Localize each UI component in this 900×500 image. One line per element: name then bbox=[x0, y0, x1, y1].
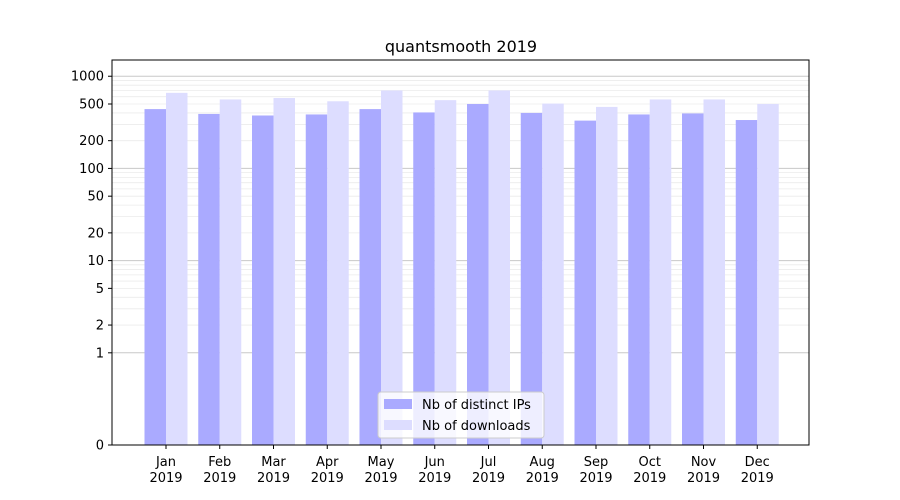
x-tick-label: Jul 2019 bbox=[472, 455, 505, 486]
bar-distinct-ips-nov bbox=[682, 113, 704, 445]
y-tick-label: 1 bbox=[96, 346, 104, 361]
legend-label: Nb of distinct IPs bbox=[422, 398, 531, 413]
chart-title: quantsmooth 2019 bbox=[385, 37, 537, 56]
y-tick-label: 20 bbox=[87, 226, 104, 241]
y-tick-label: 2 bbox=[96, 319, 104, 334]
y-tick-label: 0 bbox=[96, 439, 104, 454]
x-tick-label: Oct 2019 bbox=[633, 455, 666, 486]
bar-distinct-ips-feb bbox=[198, 113, 220, 445]
bar-downloads-nov bbox=[703, 99, 725, 445]
x-tick-label: May 2019 bbox=[364, 455, 397, 486]
plot-area bbox=[111, 59, 810, 446]
bar-distinct-ips-sep bbox=[574, 120, 596, 446]
bar-distinct-ips-dec bbox=[735, 120, 758, 445]
x-tick-label: Aug 2019 bbox=[526, 455, 559, 486]
bar-downloads-sep bbox=[596, 106, 618, 445]
legend-swatch bbox=[384, 399, 412, 409]
x-axis: Jan 2019 Feb 2019 Mar 2019 Apr 2019 May 2019 Jun 20… bbox=[149, 445, 774, 486]
bar-downloads-jan bbox=[166, 92, 188, 446]
y-tick-label: 200 bbox=[79, 134, 104, 149]
legend-swatch bbox=[384, 420, 412, 430]
bar-downloads-jun bbox=[434, 100, 457, 445]
bar-downloads-aug bbox=[542, 103, 564, 445]
bar-downloads-dec bbox=[757, 103, 779, 445]
bar-distinct-ips-aug bbox=[520, 112, 543, 446]
bar-distinct-ips-may bbox=[359, 109, 381, 445]
y-tick-label: 5 bbox=[96, 282, 104, 297]
bar-distinct-ips-mar bbox=[252, 115, 274, 446]
x-tick-label: Jan 2019 bbox=[149, 455, 182, 486]
x-tick-label: Apr 2019 bbox=[311, 455, 344, 486]
y-tick-label: 1000 bbox=[71, 70, 104, 85]
x-tick-label: Dec 2019 bbox=[741, 455, 774, 486]
x-tick-label: Jun 2019 bbox=[418, 455, 451, 486]
y-tick-label: 10 bbox=[87, 254, 104, 269]
bar-downloads-feb bbox=[219, 99, 242, 445]
y-axis: 0 1 2 5 10 20 50 100 200 500 1000 bbox=[71, 70, 112, 454]
bar-downloads-mar bbox=[273, 98, 295, 445]
x-tick-label: Feb 2019 bbox=[203, 455, 236, 486]
bar-distinct-ips-jan bbox=[144, 109, 166, 445]
y-tick-label: 50 bbox=[87, 190, 104, 205]
legend: Nb of distinct IPs Nb of downloads bbox=[377, 391, 545, 439]
bar-downloads-apr bbox=[327, 101, 349, 445]
bar-distinct-ips-jul bbox=[467, 103, 489, 445]
bar-distinct-ips-oct bbox=[628, 114, 650, 445]
x-tick-label: Nov 2019 bbox=[687, 455, 720, 486]
bars bbox=[144, 90, 779, 446]
bar-downloads-oct bbox=[649, 99, 672, 445]
y-tick-label: 500 bbox=[79, 97, 104, 112]
bar-distinct-ips-jun bbox=[413, 112, 435, 446]
x-tick-label: Mar 2019 bbox=[257, 455, 290, 486]
y-tick-label: 100 bbox=[79, 162, 104, 177]
bar-downloads-may bbox=[381, 90, 403, 445]
bar-distinct-ips-apr bbox=[305, 114, 328, 445]
x-tick-label: Sep 2019 bbox=[579, 455, 612, 486]
bar-downloads-jul bbox=[488, 90, 510, 445]
legend-box bbox=[377, 391, 545, 439]
legend-label: Nb of downloads bbox=[422, 419, 531, 434]
